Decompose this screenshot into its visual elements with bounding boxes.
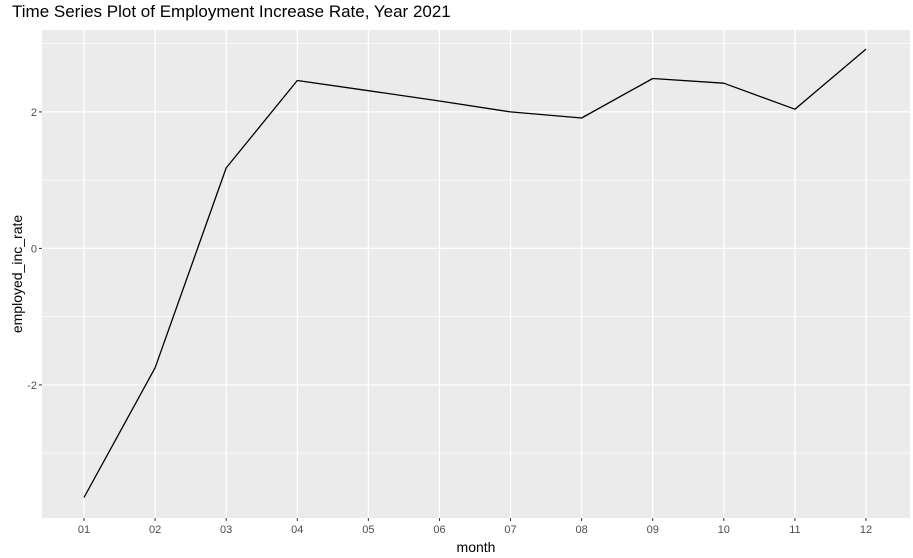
series-layer <box>83 48 867 498</box>
x-tick-label: 06 <box>433 524 445 536</box>
chart-title: Time Series Plot of Employment Increase … <box>12 2 451 21</box>
major-gridlines <box>42 30 910 518</box>
x-tick-label: 04 <box>291 524 303 536</box>
x-tick-label: 01 <box>78 524 90 536</box>
x-axis-title: month <box>457 539 496 555</box>
x-tick-label: 12 <box>860 524 872 536</box>
y-tick-label: 0 <box>31 243 37 255</box>
x-tick-label: 05 <box>362 524 374 536</box>
x-tick-label: 02 <box>149 524 161 536</box>
y-tick-label: -2 <box>27 380 37 392</box>
x-tick-label: 08 <box>576 524 588 536</box>
x-tick-label: 03 <box>220 524 232 536</box>
axis-ticks <box>39 111 867 521</box>
y-tick-label: 2 <box>31 107 37 119</box>
x-tick-label: 10 <box>718 524 730 536</box>
x-tick-label: 11 <box>789 524 800 536</box>
minor-gridlines <box>42 43 910 454</box>
y-axis-title: employed_inc_rate <box>9 215 25 334</box>
x-tick-label: 09 <box>647 524 659 536</box>
x-tick-label: 07 <box>504 524 516 536</box>
series-line <box>83 48 867 498</box>
